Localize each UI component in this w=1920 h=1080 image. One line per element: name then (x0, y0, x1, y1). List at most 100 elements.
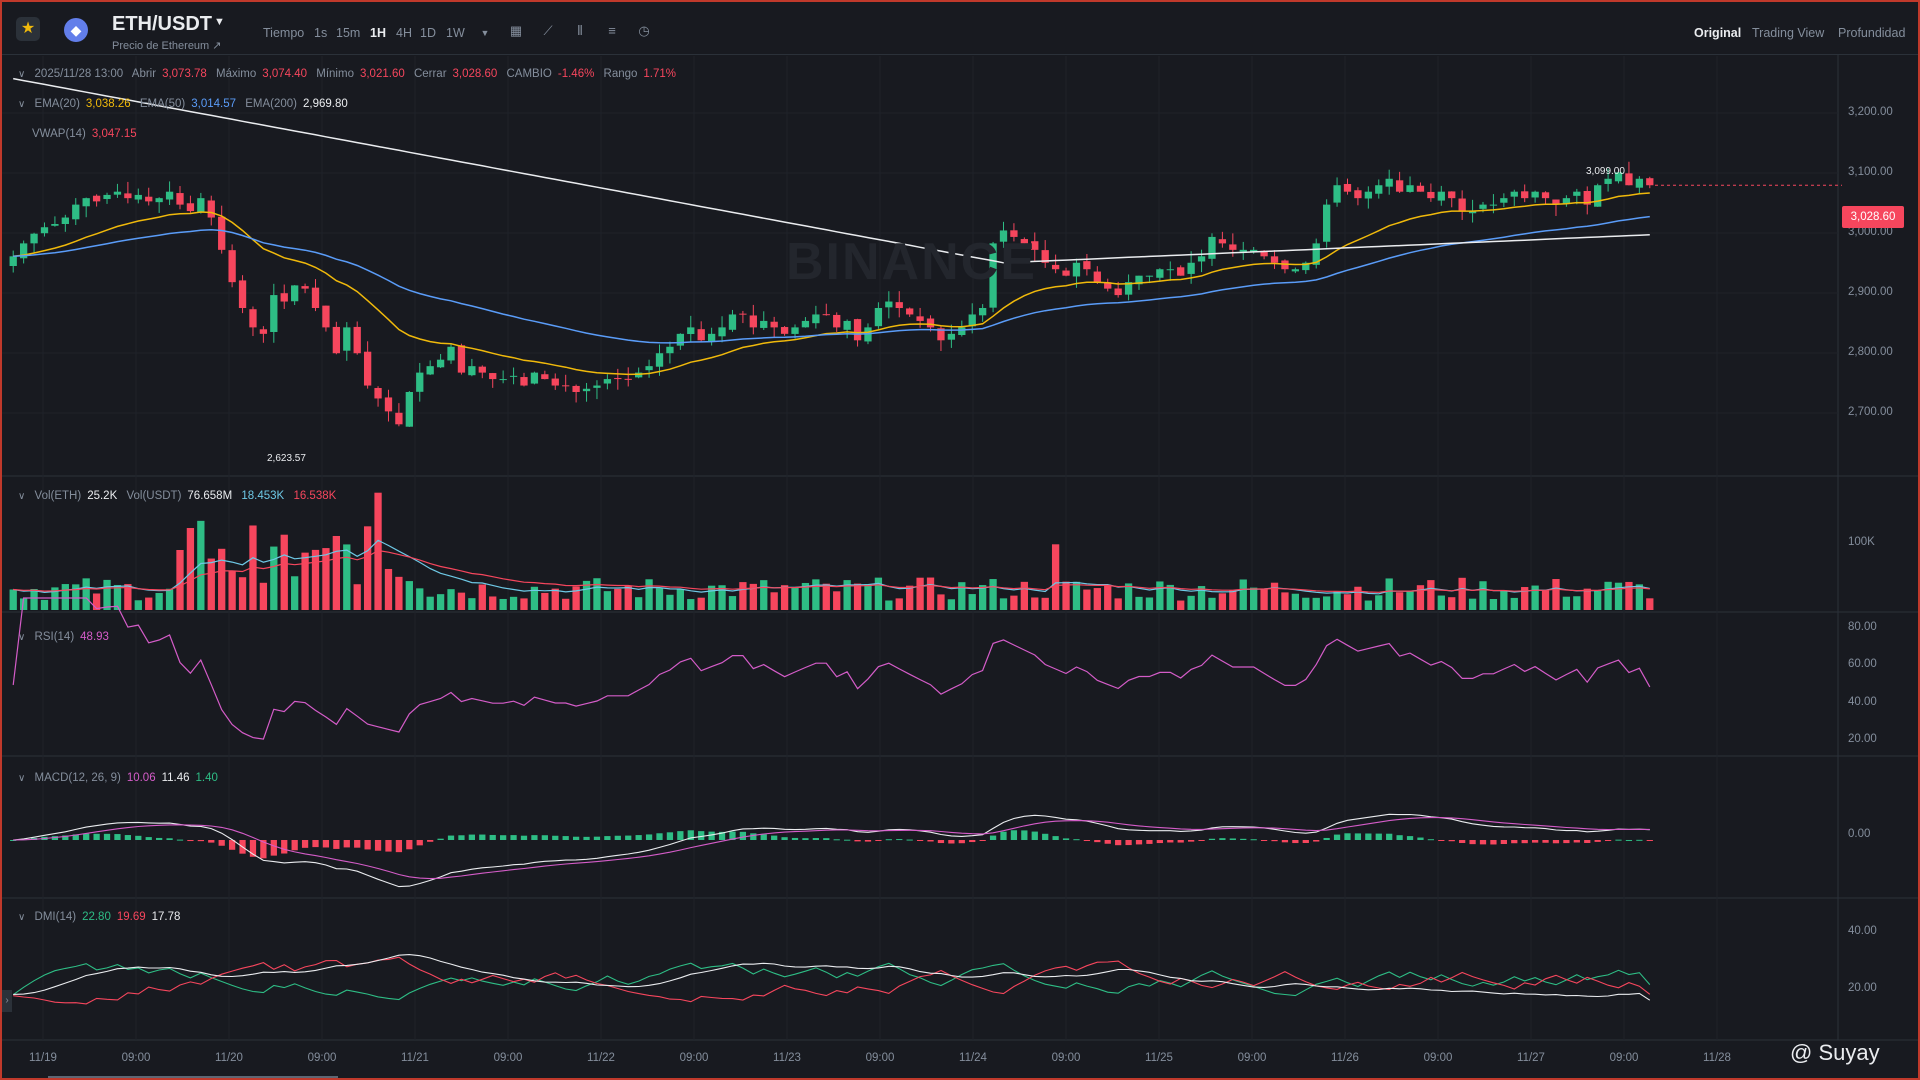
candle-body (1041, 250, 1049, 263)
tab-tiempo[interactable]: Tiempo (263, 26, 305, 40)
macd-histogram-bar (1167, 840, 1174, 843)
time-axis-label: 11/28 (1703, 1052, 1731, 1064)
time-axis-label: 11/21 (401, 1052, 429, 1064)
candle-body (593, 385, 601, 388)
macd-histogram-bar (1115, 840, 1122, 846)
candle-body (906, 308, 914, 315)
candle-body (1291, 269, 1300, 272)
collapse-chevron-icon[interactable]: ∨ (18, 491, 26, 502)
macd-histogram-bar (1000, 831, 1007, 840)
more-timeframes-chevron-icon[interactable]: ▼ (480, 28, 490, 38)
tab-1d[interactable]: 1D (420, 26, 436, 40)
time-scrollbar[interactable] (48, 1076, 338, 1079)
calendar-icon[interactable]: ▦ (509, 23, 523, 38)
tab-profundidad[interactable]: Profundidad (1838, 26, 1906, 40)
volume-bar (1552, 579, 1560, 610)
candle-body (1416, 185, 1425, 192)
tab-trading-view[interactable]: Trading View (1752, 26, 1825, 40)
candle-body (1385, 178, 1393, 187)
tab-1s[interactable]: 1s (314, 26, 328, 40)
price-axis-label: 2,900.00 (1848, 286, 1893, 298)
candle-body (1020, 239, 1028, 244)
line-chart-icon[interactable]: ⟋ (543, 23, 553, 38)
volume-bar (947, 599, 956, 610)
volume-bar (1625, 581, 1633, 610)
macd-histogram-bar (1240, 838, 1247, 840)
volume-bar (207, 558, 215, 610)
volume-bar (457, 592, 466, 610)
macd-histogram-bar (1438, 840, 1445, 841)
macd-histogram-bar (1302, 840, 1309, 843)
macd-histogram-bar (333, 840, 340, 849)
low-annotation: 2,623.57 (267, 453, 306, 464)
clock-icon[interactable]: ◷ (638, 23, 650, 38)
price-axis-label: 3,000.00 (1848, 226, 1893, 238)
macd-histogram-bar (916, 840, 924, 841)
collapse-chevron-icon[interactable]: ∨ (18, 773, 26, 784)
candle-body (1333, 185, 1341, 203)
settings-icon[interactable]: ≡ (608, 23, 616, 38)
collapse-chevron-icon[interactable]: ∨ (18, 99, 26, 110)
volume-bar (603, 591, 612, 610)
volume-bar (1208, 597, 1216, 610)
macd-histogram-bar (208, 840, 215, 843)
pair-title[interactable]: ETH/USDT (112, 13, 212, 35)
candle-body (1156, 269, 1164, 278)
macd-histogram-bar (374, 840, 382, 851)
pair-subtitle[interactable]: Precio de Ethereum ↗ (112, 40, 222, 52)
indicators-icon[interactable]: ⫴ (577, 23, 583, 38)
macd-histogram-bar (72, 834, 79, 840)
macd-histogram-bar (552, 835, 559, 840)
macd-histogram-bar (83, 833, 90, 840)
candle-body (1562, 198, 1571, 204)
volume-bar (509, 596, 518, 610)
candle-body (1594, 185, 1602, 207)
macd-histogram-bar (1386, 833, 1393, 840)
tab-1w[interactable]: 1W (446, 26, 465, 40)
expand-sidebar-chevron-icon[interactable]: › (2, 990, 12, 1012)
collapse-chevron-icon[interactable]: ∨ (18, 912, 26, 923)
volume-bar (426, 596, 434, 610)
candle-body (1343, 183, 1352, 192)
collapse-chevron-icon[interactable]: ∨ (18, 632, 26, 643)
macd-histogram-bar (614, 835, 621, 840)
tab-original[interactable]: Original (1694, 26, 1742, 40)
macd-histogram-bar (228, 840, 236, 850)
macd-histogram-bar (969, 840, 976, 843)
volume-bar (1156, 581, 1164, 610)
chevron-down-icon[interactable]: ▼ (214, 16, 225, 28)
favorite-star-icon[interactable]: ★ (16, 17, 40, 41)
candle-body (1614, 172, 1623, 182)
macd-histogram-bar (531, 835, 538, 840)
macd-histogram-bar (1333, 834, 1341, 840)
rsi-axis-label: 40.00 (1848, 696, 1877, 708)
volume-bar (1322, 596, 1331, 610)
volume-bar (666, 594, 674, 610)
collapse-chevron-icon[interactable]: ∨ (18, 69, 26, 80)
volume-bar (760, 580, 768, 610)
macd-histogram-bar (833, 839, 840, 841)
tab-15m[interactable]: 15m (336, 26, 361, 40)
candle-body (1375, 185, 1383, 194)
macd-histogram-bar (1250, 839, 1257, 841)
candle-body (926, 318, 935, 328)
macd-histogram-bar (583, 836, 590, 840)
volume-bar (353, 584, 361, 610)
volume-bar (228, 570, 236, 610)
candle-body (1437, 191, 1445, 201)
time-axis-label: 09:00 (1609, 1052, 1639, 1064)
dmi-pdi-value: 22.80 (82, 911, 111, 923)
volume-bar (895, 598, 903, 610)
volume-bar (707, 585, 716, 610)
volume-bar (1041, 597, 1049, 610)
tab-1h[interactable]: 1H (370, 26, 386, 40)
candle-body (801, 320, 810, 328)
candle-body (1583, 191, 1591, 205)
volume-bar (124, 584, 132, 610)
candle-body (874, 308, 883, 327)
macd-histogram-bar (1042, 833, 1049, 840)
candle-body (416, 372, 424, 392)
tab-4h[interactable]: 4H (396, 26, 412, 40)
volume-bar (19, 598, 28, 610)
